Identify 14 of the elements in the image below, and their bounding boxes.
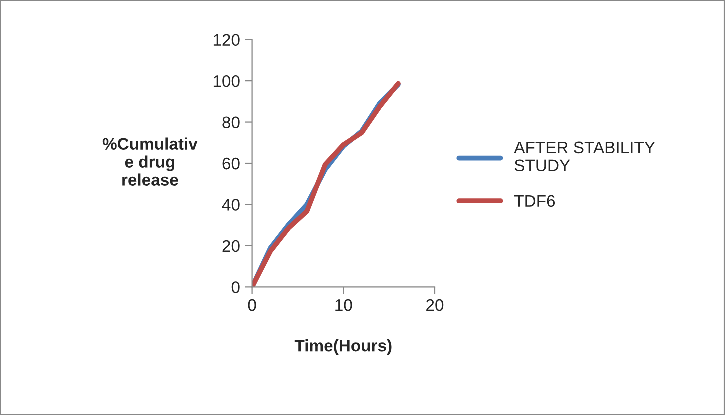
y-tick-label: 0 <box>232 282 240 294</box>
y-tick-label: 20 <box>222 240 240 252</box>
x-tick-label: 0 <box>248 299 256 312</box>
legend-label: TDF6 <box>514 195 556 208</box>
y-tick-label: 60 <box>222 158 240 170</box>
x-tick-label: 20 <box>426 299 444 312</box>
y-tick-label: 100 <box>214 75 240 88</box>
legend-label: AFTER STABILITY STUDY <box>514 142 656 172</box>
x-axis-title: Time(Hours) <box>294 340 392 356</box>
x-tick-label: 10 <box>336 299 352 312</box>
y-tick-label: 120 <box>214 34 240 46</box>
y-tick-label: 40 <box>222 199 240 211</box>
y-axis-title: %Cumulativ e drug release <box>102 138 198 186</box>
y-tick-label: 80 <box>222 116 240 128</box>
